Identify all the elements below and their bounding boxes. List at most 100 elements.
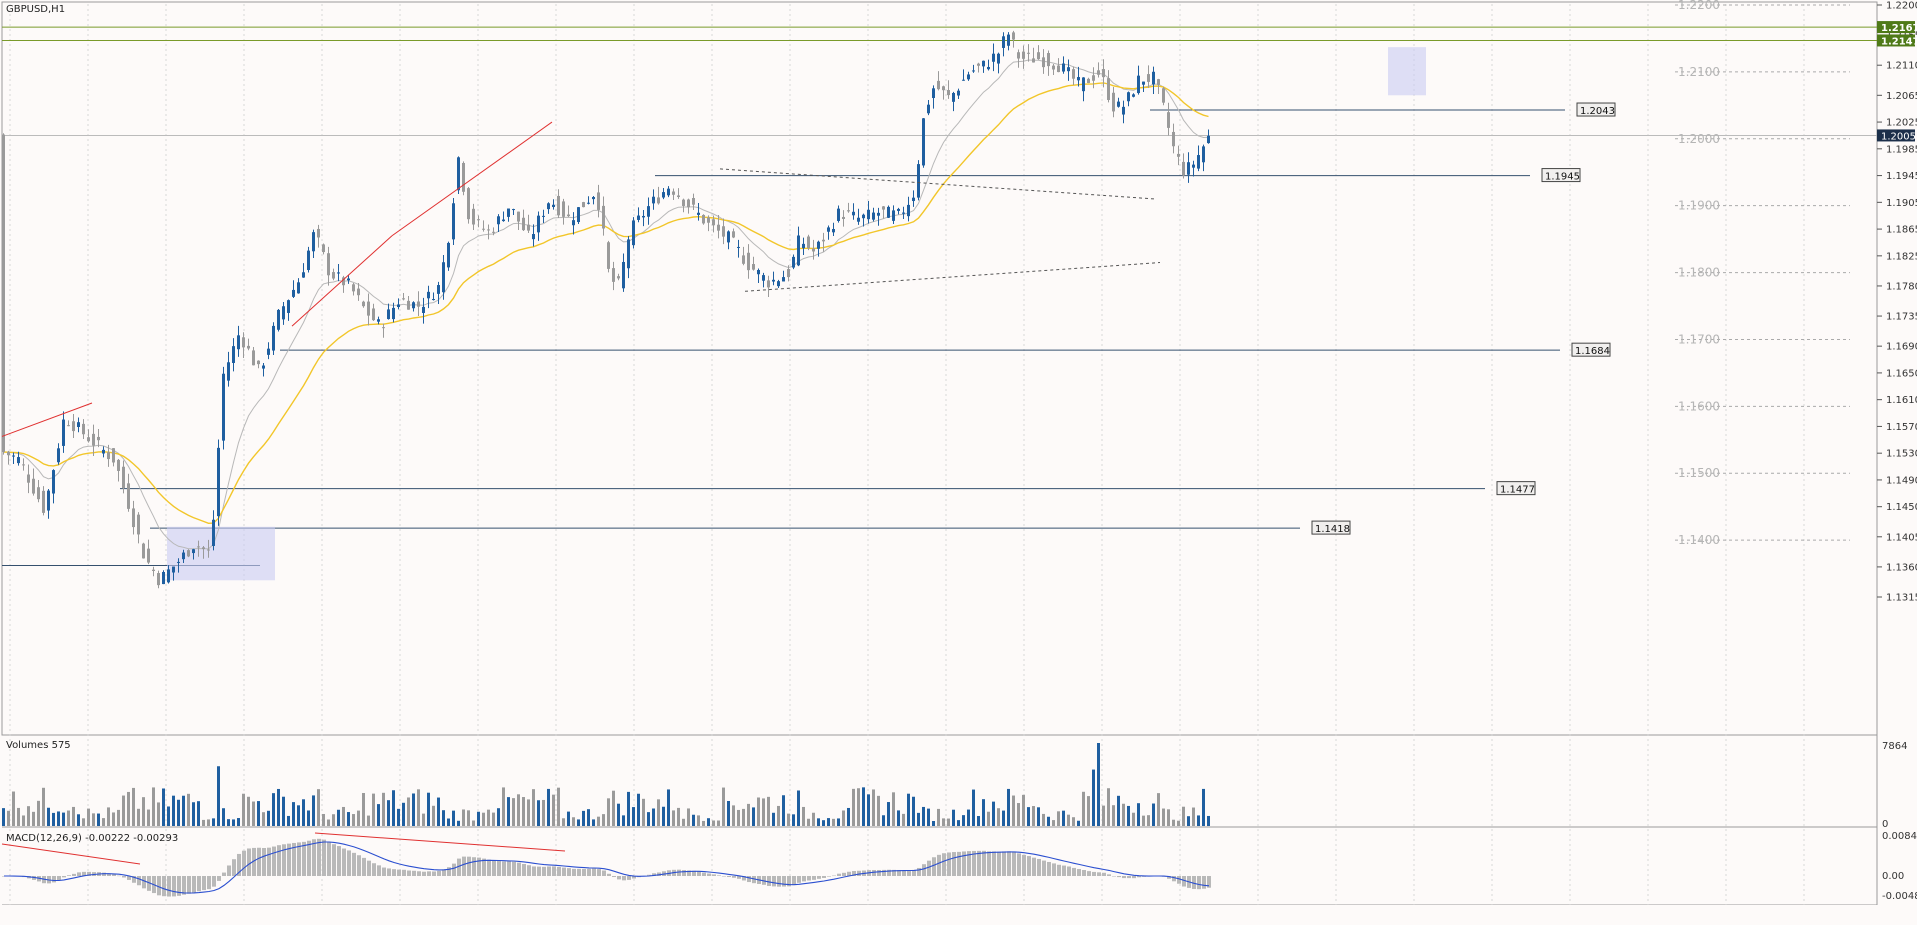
volume-bar — [792, 814, 795, 826]
candle-bearish — [597, 192, 600, 210]
macd-histogram-bar — [922, 864, 926, 876]
price-tick-label: 1.1315 — [1886, 593, 1917, 604]
trend-line — [291, 235, 393, 327]
macd-histogram-bar — [812, 876, 816, 880]
volume-bar — [492, 812, 495, 826]
volume-bar — [877, 795, 880, 826]
volume-bar — [1072, 817, 1075, 826]
macd-histogram-bar — [437, 870, 441, 876]
volume-indicator-label: Volumes 575 — [6, 740, 71, 751]
macd-histogram-bar — [232, 859, 236, 876]
macd-histogram-bar — [1127, 876, 1131, 879]
candle-bullish — [237, 335, 240, 350]
candle-bearish — [977, 63, 980, 66]
candle-bullish — [902, 212, 905, 214]
volume-bar — [562, 818, 565, 826]
candle-bearish — [127, 483, 130, 509]
macd-histogram-bar — [367, 860, 371, 876]
macd-histogram-bar — [742, 876, 746, 881]
volume-bar — [757, 797, 760, 826]
candle-bullish — [862, 214, 865, 219]
candle-bullish — [987, 66, 990, 70]
candle-bearish — [602, 205, 605, 229]
volume-bar — [1032, 806, 1035, 826]
macd-histogram-bar — [207, 876, 211, 890]
volume-bar — [897, 810, 900, 826]
volume-bar — [352, 814, 355, 826]
candle-bearish — [482, 228, 485, 230]
candle-bearish — [242, 337, 245, 348]
candle-bullish — [1207, 135, 1210, 144]
candle-bearish — [1162, 88, 1165, 103]
candle-bearish — [322, 244, 325, 253]
volume-bar — [1187, 816, 1190, 826]
volume-bar — [807, 818, 810, 826]
volume-bar — [507, 797, 510, 826]
macd-histogram-bar — [682, 870, 686, 876]
volume-bar — [1117, 795, 1120, 826]
macd-histogram-bar — [702, 872, 706, 876]
candle-bullish — [837, 208, 840, 221]
candle-bullish — [457, 157, 460, 191]
candle-bullish — [222, 373, 225, 441]
volume-bar — [347, 812, 350, 826]
volume-bar — [387, 800, 390, 826]
candle-bullish — [927, 104, 930, 114]
volume-bar — [837, 818, 840, 826]
volume-bar — [597, 816, 600, 826]
macd-histogram-bar — [447, 867, 451, 876]
candle-bullish — [47, 490, 50, 511]
volume-bar — [157, 802, 160, 826]
price-tick-label: 1.1945 — [1886, 171, 1917, 182]
macd-histogram-bar — [247, 848, 251, 876]
candle-bullish — [647, 206, 650, 217]
candle-bearish — [487, 229, 490, 231]
candle-bullish — [577, 207, 580, 223]
volume-bar — [957, 820, 960, 826]
macd-histogram-bar — [57, 876, 61, 881]
macd-histogram-bar — [822, 876, 826, 878]
macd-histogram-bar — [372, 863, 376, 876]
macd-histogram-bar — [1052, 863, 1056, 876]
candle-bullish — [662, 192, 665, 198]
candle-bullish — [1067, 67, 1070, 72]
macd-histogram-bar — [562, 867, 566, 876]
volume-bar — [737, 809, 740, 826]
macd-histogram-bar — [687, 870, 691, 876]
volume-bar — [822, 820, 825, 826]
macd-histogram-bar — [787, 876, 791, 887]
macd-histogram-bar — [1182, 876, 1186, 887]
candle-bullish — [302, 272, 305, 278]
candle-bearish — [677, 195, 680, 197]
macd-histogram-bar — [452, 863, 456, 876]
macd-histogram-bar — [172, 876, 176, 897]
candle-bullish — [922, 118, 925, 166]
macd-histogram-bar — [607, 873, 611, 876]
volume-bar — [322, 813, 325, 826]
candle-bullish — [447, 242, 450, 268]
candle-bullish — [57, 448, 60, 463]
volume-bar — [997, 808, 1000, 826]
macd-histogram-bar — [832, 875, 836, 877]
price-tick-label: 1.1735 — [1886, 312, 1917, 323]
macd-histogram-bar — [927, 860, 931, 876]
volume-bar — [842, 810, 845, 826]
candle-bearish — [207, 549, 210, 551]
candle-bearish — [372, 308, 375, 321]
volume-bar — [462, 809, 465, 826]
candle-bullish — [1007, 34, 1010, 46]
volume-bar — [17, 807, 20, 826]
candle-bearish — [942, 86, 945, 91]
candle-bearish — [517, 211, 520, 222]
candle-bearish — [672, 191, 675, 195]
volume-bar — [232, 819, 235, 826]
macd-histogram-bar — [1007, 851, 1011, 876]
volume-bar — [12, 791, 15, 826]
volume-bar — [732, 805, 735, 826]
candle-bullish — [1127, 92, 1130, 102]
candle-bearish — [2, 134, 5, 452]
candle-bearish — [1022, 51, 1025, 59]
candle-bearish — [657, 197, 660, 204]
candle-bullish — [272, 325, 275, 351]
